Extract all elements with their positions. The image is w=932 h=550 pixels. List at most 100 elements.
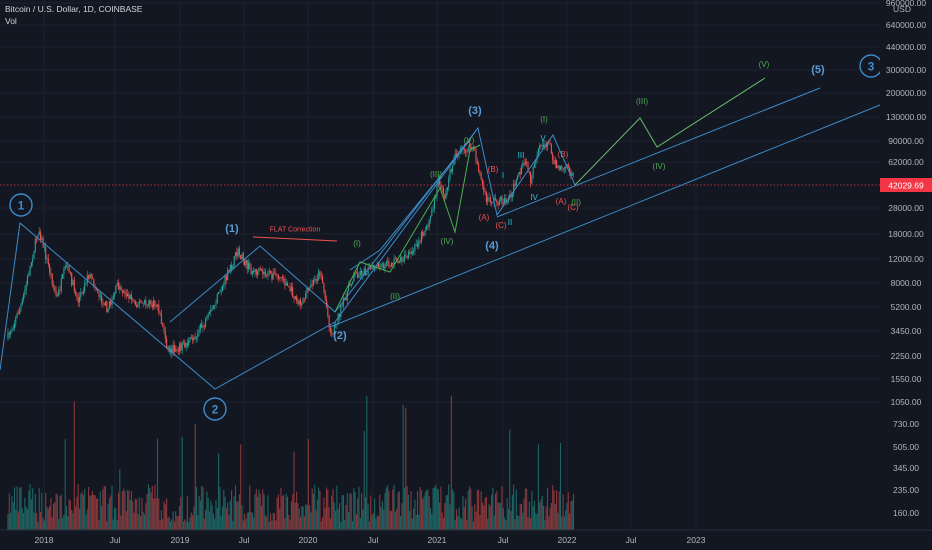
candle-body (553, 159, 555, 164)
volume-bar (485, 496, 487, 530)
candle-body (420, 232, 422, 242)
volume-bar (221, 506, 224, 530)
volume-bar (229, 500, 231, 530)
candle-body (67, 265, 69, 267)
candle-body (570, 171, 572, 176)
volume-bar (189, 517, 191, 530)
volume-bar (220, 516, 222, 530)
wave-label-green: (II) (571, 198, 581, 207)
candle-body (389, 265, 391, 267)
candle-body (55, 290, 57, 296)
candle-body (257, 271, 259, 275)
volume-bar (537, 444, 539, 530)
candle-body (450, 169, 452, 172)
volume-bar (21, 508, 23, 530)
volume-bar (342, 495, 344, 530)
candle-body (227, 269, 229, 281)
candle-body (530, 171, 532, 184)
candle-body (533, 163, 536, 167)
candle-body (33, 251, 35, 259)
volume-bar (449, 504, 451, 530)
volume-bar (43, 520, 45, 530)
volume-bar (267, 495, 269, 530)
candle-body (254, 268, 256, 272)
volume-indicator-label[interactable]: Vol (5, 16, 17, 26)
volume-bar (190, 512, 192, 530)
candle-body (132, 299, 134, 301)
candle-body (449, 169, 451, 180)
volume-bar (114, 507, 116, 530)
volume-bar (23, 513, 25, 530)
candle-body (28, 275, 30, 277)
candle-body (145, 300, 147, 305)
candle-body (41, 237, 43, 240)
time-axis[interactable]: 2018 Jul 2019 Jul 2020 Jul 2021 Jul 2022 Jul 2023 (0, 529, 932, 545)
candle-body (168, 346, 170, 353)
volume-bar (206, 491, 208, 530)
wave-label-primary: (3) (468, 105, 482, 117)
volume-bar (56, 494, 58, 530)
volume-bar (393, 484, 395, 530)
volume-bar (171, 519, 173, 530)
candle-body (476, 160, 478, 164)
volume-tick-label: 235.00 (893, 485, 919, 495)
volume-bar (480, 491, 482, 530)
wave-label-red: (C) (567, 203, 578, 212)
candle-body (333, 325, 335, 335)
candle-body (488, 197, 490, 199)
volume-bar (160, 510, 162, 530)
volume-bar (93, 494, 95, 530)
candle-body (186, 343, 188, 346)
candle-body (433, 198, 435, 209)
price-tick-label: 8000.00 (891, 278, 922, 288)
volume-bar (371, 515, 373, 530)
symbol-title[interactable]: Bitcoin / U.S. Dollar, 1D, COINBASE (5, 4, 143, 14)
volume-bar (419, 486, 421, 530)
candle-body (566, 164, 568, 167)
volume-bar (39, 511, 42, 530)
candle-body (180, 343, 182, 351)
candle-body (349, 284, 351, 286)
time-tick-label: 2019 (171, 535, 190, 545)
volume-tick-label: 730.00 (893, 419, 919, 429)
candle-body (242, 253, 244, 261)
volume-bar (566, 502, 568, 530)
volume-bar (132, 501, 134, 530)
wave-label-red: (A) (556, 197, 567, 206)
candle-body (128, 293, 130, 300)
candle-body (311, 284, 313, 286)
volume-axis-ticks: 730.00 505.00 345.00 235.00 160.00 (893, 419, 919, 518)
candle-body (223, 284, 225, 286)
volume-bar (241, 505, 243, 530)
volume-bar (81, 491, 83, 530)
candle-body (406, 255, 408, 259)
volume-bar (134, 498, 136, 530)
volume-bar (332, 489, 334, 530)
candle-body (357, 272, 359, 278)
candle-body (520, 166, 523, 175)
candle-body (515, 179, 517, 186)
candle-body (245, 259, 247, 266)
candle-body (17, 313, 19, 315)
candle-body (81, 292, 83, 294)
volume-bar (225, 508, 227, 530)
volume-bar (238, 494, 240, 530)
volume-bar (123, 488, 125, 530)
time-tick-label: Jul (239, 535, 250, 545)
candle-body (351, 281, 354, 284)
volume-bar (119, 469, 121, 530)
cycle-wave-circle (203, 397, 227, 421)
candle-body (463, 147, 465, 150)
volume-bar (51, 516, 53, 530)
candle-body (214, 305, 216, 306)
time-tick-label: 2018 (35, 535, 54, 545)
price-axis[interactable]: USD 960000.00 640000.00 440000.00 300000.00… (880, 0, 932, 530)
volume-bar (384, 492, 386, 530)
candle-body (127, 293, 129, 297)
volume-bar (224, 496, 226, 530)
volume-bar (554, 503, 556, 530)
candle-body (121, 290, 123, 293)
price-tick-label: 5200.00 (891, 302, 922, 312)
candle-body (485, 191, 487, 202)
